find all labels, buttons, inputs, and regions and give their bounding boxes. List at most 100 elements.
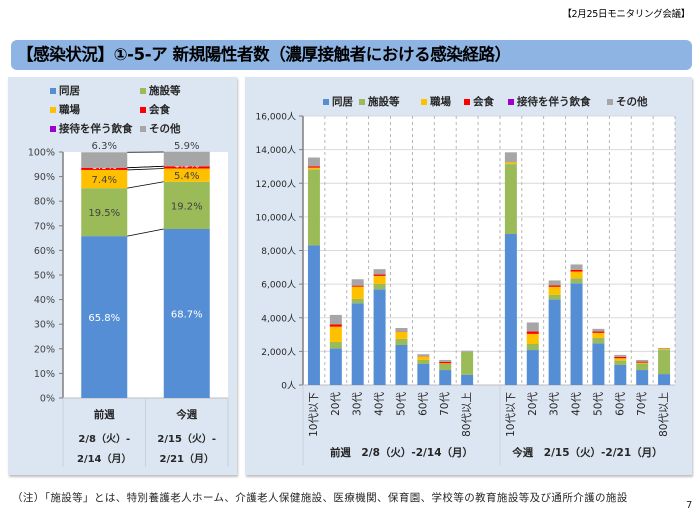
legend-item-facilities: 施設等 xyxy=(359,94,400,109)
x-tick-label: 10代以下 xyxy=(505,392,517,437)
legend-label: 同居 xyxy=(332,96,353,108)
legend-label: 職場 xyxy=(59,104,80,116)
data-label: 68.7% xyxy=(171,309,203,320)
bar-segment-1 xyxy=(614,360,627,365)
x-tick-label: 30代 xyxy=(549,392,561,416)
share-chart: 0% 10% 20% 30% 40% 50% 60% 70% 80% 90% 100% 65.8% 19… xyxy=(28,141,229,467)
bar-segment-0 xyxy=(439,370,452,385)
data-label: 6.3% xyxy=(92,141,117,152)
legend-item-hospitality-dining: 接待を伴う飲食 xyxy=(50,121,133,136)
x-tick-label: 50代 xyxy=(395,392,407,416)
y-tick-label: 2,000人 xyxy=(261,347,296,358)
bar-segment-5 xyxy=(395,328,408,332)
bar-segment-5 xyxy=(461,350,474,352)
category-date: 2/14（月） xyxy=(77,452,132,465)
bar-segment-2 xyxy=(417,356,430,360)
y-tick-label: 70% xyxy=(34,221,55,232)
bar-segment-2 xyxy=(329,326,342,342)
bar-segment-5 xyxy=(439,359,452,362)
bar-segment-0 xyxy=(592,343,605,385)
bar-segment-2 xyxy=(395,332,408,339)
legend-item-workplace: 職場 xyxy=(421,94,451,109)
x-tick-label: 20代 xyxy=(330,392,342,416)
bar-segment-3 xyxy=(526,331,539,334)
legend-label: 施設等 xyxy=(368,96,400,108)
bar-segment-0 xyxy=(395,344,408,385)
bar-segment-2 xyxy=(548,286,561,295)
bar-segment-3 xyxy=(373,274,386,276)
bar-segment-2 xyxy=(592,332,605,338)
x-tick-label: 50代 xyxy=(592,392,604,416)
share-chart-panel: 同居 施設等 職場 会食 接待を伴う飲食 その他 0% 10% 20% 30% 40% 5… xyxy=(8,77,237,475)
series-line xyxy=(127,228,164,237)
legend-label: その他 xyxy=(616,96,648,108)
title-bar: 【感染状況】①-5-ア 新規陽性者数（濃厚接触者における感染経路） xyxy=(11,40,692,70)
x-tick-label: 20代 xyxy=(527,392,539,416)
x-tick-label: 10代以下 xyxy=(308,392,320,437)
bar-segment-2 xyxy=(81,169,128,189)
bar-segment-1 xyxy=(504,164,517,235)
y-tick-label: 80% xyxy=(34,197,55,208)
bar-segment-0 xyxy=(351,303,364,385)
bar-segment-2 xyxy=(351,286,364,299)
y-tick-label: 20% xyxy=(34,344,55,355)
footnote: （注）「施設等」とは、特別養護老人ホーム、介護老人保健施設、医療機関、保育園、学… xyxy=(12,492,628,504)
y-tick-label: 50% xyxy=(34,271,55,282)
bar-segment-1 xyxy=(548,294,561,300)
bar-segment-5 xyxy=(614,354,627,357)
bar-segment-0 xyxy=(570,283,583,385)
bar-segment-5 xyxy=(548,280,561,286)
bar-segment-0 xyxy=(329,348,342,385)
bar-segment-2 xyxy=(614,358,627,361)
bar-segment-0 xyxy=(636,370,649,385)
bar-segment-3 xyxy=(81,167,128,170)
series-line xyxy=(127,181,164,189)
y-tick-label: 90% xyxy=(34,172,55,183)
legend-item-other: その他 xyxy=(140,121,181,136)
legend-swatch-icon xyxy=(140,106,146,113)
legend-item-dining: 会食 xyxy=(464,94,494,109)
legend-item-other: その他 xyxy=(607,94,648,109)
bar-segment-3 xyxy=(307,166,320,168)
series-line xyxy=(127,168,164,171)
bar-segment-2 xyxy=(636,362,649,364)
legend-swatch-icon xyxy=(140,125,146,132)
x-tick-label: 60代 xyxy=(614,392,626,416)
x-tick-label: 70代 xyxy=(636,392,648,416)
category-date: 2/21（月） xyxy=(159,452,214,465)
legend-label: 接待を伴う飲食 xyxy=(59,123,133,135)
y-tick-label: 40% xyxy=(34,295,55,306)
bar-segment-3 xyxy=(570,269,583,272)
data-label: 19.2% xyxy=(171,201,203,212)
legend-swatch-icon xyxy=(323,98,329,105)
bar-segment-0 xyxy=(504,234,517,385)
bar-segment-5 xyxy=(307,157,320,167)
bar-segment-5 xyxy=(417,354,430,357)
y-tick-label: 60% xyxy=(34,246,55,257)
bar-segment-0 xyxy=(163,228,210,398)
bar-segment-1 xyxy=(636,363,649,371)
category-date: 2/8（火）- xyxy=(78,432,130,445)
x-tick-label: 60代 xyxy=(417,392,429,416)
x-tick-label: 70代 xyxy=(439,392,451,416)
bar-segment-0 xyxy=(373,289,386,385)
category-label: 今週 xyxy=(175,408,197,421)
y-tick-label: 14,000人 xyxy=(256,145,297,156)
bar-segment-3 xyxy=(329,324,342,327)
legend-item-cohabitation: 同居 xyxy=(323,94,353,109)
legend-label: 職場 xyxy=(430,96,451,108)
category-date: 2/15（火）- xyxy=(157,432,216,445)
bar-segment-1 xyxy=(658,350,671,375)
bar-segment-5 xyxy=(592,328,605,332)
legend-item-dining: 会食 xyxy=(140,102,170,117)
legend-label: 会食 xyxy=(473,96,494,108)
page-title: 【感染状況】①-5-ア 新規陽性者数（濃厚接触者における感染経路） xyxy=(17,45,511,64)
y-tick-label: 30% xyxy=(34,320,55,331)
page-number: 7 xyxy=(686,500,693,511)
bar-segment-0 xyxy=(614,364,627,385)
legend-label: 接待を伴う飲食 xyxy=(517,96,591,108)
legend-item-facilities: 施設等 xyxy=(140,83,181,98)
legend-swatch-icon xyxy=(50,87,56,94)
bar-segment-3 xyxy=(548,285,561,287)
